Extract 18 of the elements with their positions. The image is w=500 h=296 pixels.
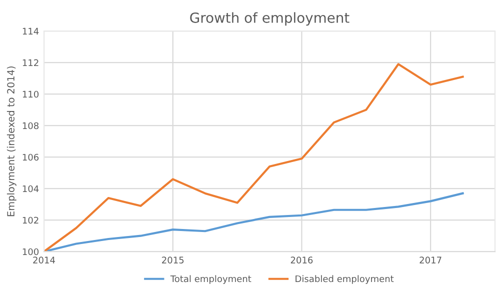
x-tick-label: 2014: [33, 256, 55, 264]
y-tick-label: 100: [22, 248, 39, 256]
y-axis-title: Employment (indexed to 2014): [6, 66, 16, 216]
x-tick-label: 2017: [420, 256, 442, 264]
y-tick-label: 114: [22, 28, 39, 35]
chart-title: Growth of employment: [190, 12, 350, 26]
y-tick-label: 106: [22, 154, 39, 161]
y-tick-label: 112: [22, 59, 38, 66]
y-tick-label: 102: [22, 216, 38, 224]
y-tick-label: 110: [22, 90, 39, 98]
line-series: [44, 63, 464, 252]
y-tick-label: 104: [22, 185, 39, 192]
y-tick-label: 108: [22, 122, 39, 130]
x-tick-label: 2016: [290, 256, 313, 264]
legend-label: Disabled employment: [296, 275, 394, 284]
line-series: [44, 192, 464, 252]
legend-label: Total employment: [170, 275, 252, 284]
x-tick-label: 2015: [162, 256, 184, 264]
